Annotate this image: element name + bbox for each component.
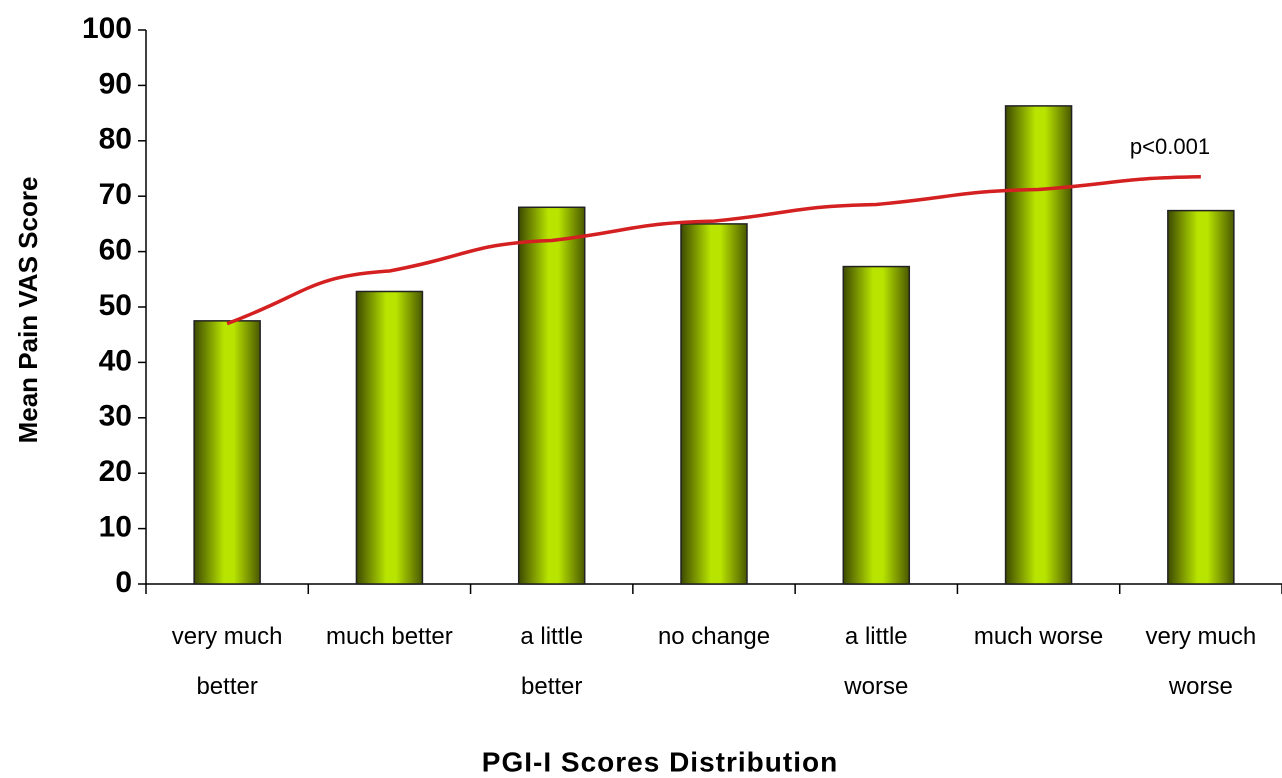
y-tick-label: 50 bbox=[99, 289, 132, 322]
bar bbox=[842, 265, 911, 585]
y-axis-label: Mean Pain VAS Score bbox=[13, 177, 43, 444]
x-tick-label: a little better bbox=[520, 623, 584, 700]
x-tick-label: a little worse bbox=[844, 623, 909, 700]
bar bbox=[1167, 209, 1235, 585]
trendline bbox=[226, 175, 1201, 326]
y-tick-label: 40 bbox=[99, 344, 132, 377]
y-tick-label: 90 bbox=[99, 67, 132, 100]
y-tick-label: 10 bbox=[99, 511, 132, 544]
y-tick-label: 100 bbox=[82, 12, 132, 45]
bar bbox=[1004, 105, 1073, 585]
annotation: p<0.001 bbox=[1130, 134, 1210, 159]
y-tick-label: 0 bbox=[115, 566, 132, 599]
bar bbox=[680, 223, 748, 585]
y-tick-label: 60 bbox=[99, 234, 132, 267]
x-axis-label: PGI-I Scores Distribution bbox=[482, 746, 838, 777]
bar bbox=[193, 320, 261, 585]
y-tick-label: 80 bbox=[99, 123, 132, 156]
bar bbox=[355, 290, 424, 585]
y-tick-label: 20 bbox=[99, 455, 132, 488]
y-tick-label: 70 bbox=[99, 178, 132, 211]
x-tick-label: very much better bbox=[171, 623, 283, 700]
bar bbox=[517, 206, 586, 585]
x-tick-label: very much worse bbox=[1145, 623, 1257, 700]
x-tick-label: no change bbox=[657, 623, 771, 650]
x-tick-label: much better bbox=[326, 623, 453, 650]
y-tick-label: 30 bbox=[99, 400, 132, 433]
x-tick-label: much worse bbox=[973, 623, 1104, 650]
